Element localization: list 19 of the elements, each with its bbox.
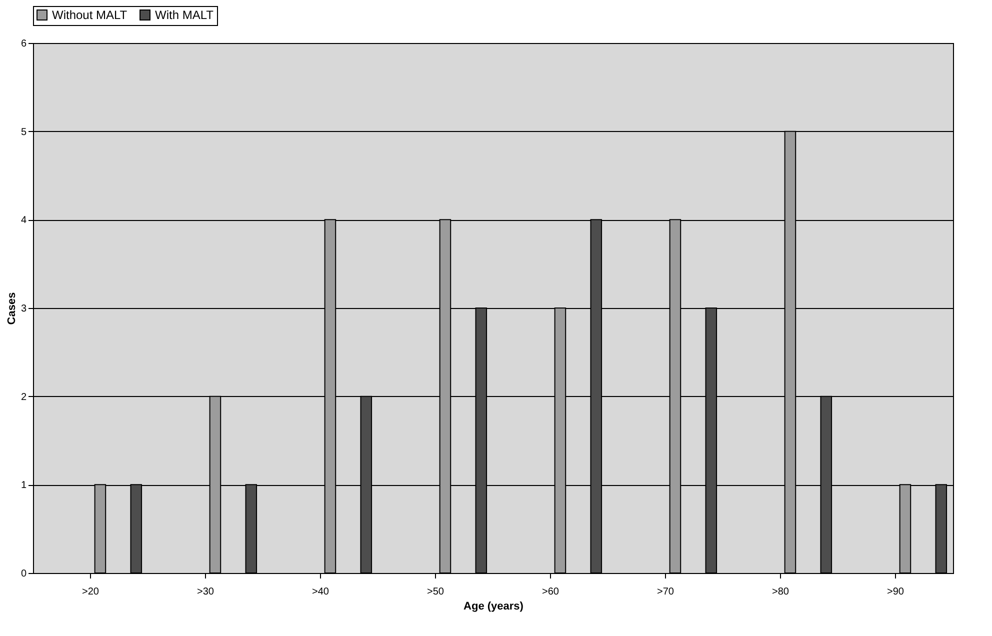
x-tick-label: >80 [772, 586, 790, 598]
y-tick-label: 1 [20, 480, 27, 492]
x-tick-label: >50 [427, 586, 444, 598]
x-tick-label: >30 [197, 586, 214, 598]
y-tick-label: 2 [20, 392, 27, 403]
y-tick-label: 5 [20, 126, 27, 138]
y-tick-label: 0 [20, 568, 27, 580]
x-axis-title: Age (years) [464, 600, 524, 612]
x-tick-label: >60 [542, 586, 560, 598]
y-tick-label: 4 [20, 215, 27, 226]
legend-label: With MALT [155, 8, 214, 22]
x-tick-label: >70 [657, 586, 674, 598]
x-tick-label: >40 [312, 586, 330, 598]
x-tick-label: >20 [82, 586, 100, 598]
y-axis-title: Cases [6, 292, 18, 325]
x-tick-label: >90 [887, 586, 904, 598]
y-tick-label: 3 [20, 304, 27, 314]
y-tick-label: 6 [20, 38, 27, 50]
legend-label: Without MALT [52, 8, 128, 22]
